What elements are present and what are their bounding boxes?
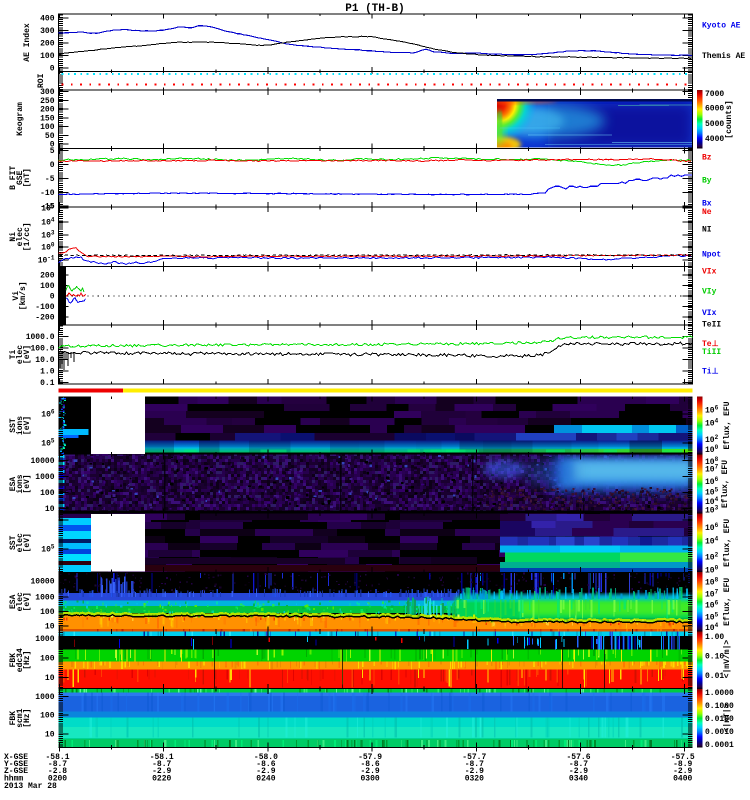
svg-text:103: 103 <box>41 230 55 241</box>
svg-text:5000: 5000 <box>705 120 724 129</box>
svg-text:200: 200 <box>40 106 55 115</box>
svg-text:105: 105 <box>41 438 55 449</box>
svg-text:-5: -5 <box>45 175 55 184</box>
svg-text:0: 0 <box>50 293 55 302</box>
svg-text:1000: 1000 <box>35 473 54 482</box>
svg-text:10: 10 <box>45 505 55 514</box>
svg-text:0: 0 <box>50 141 55 150</box>
svg-text:104: 104 <box>41 217 55 228</box>
svg-text:200: 200 <box>40 40 55 49</box>
svg-text:7000: 7000 <box>705 90 724 99</box>
svg-text:-200: -200 <box>35 314 54 323</box>
svg-text:150: 150 <box>40 114 55 123</box>
svg-text:0: 0 <box>50 65 55 74</box>
svg-text:50: 50 <box>45 132 55 141</box>
svg-text:6000: 6000 <box>705 105 724 114</box>
svg-text:4000: 4000 <box>705 135 724 144</box>
svg-text:100: 100 <box>40 655 55 664</box>
svg-text:105: 105 <box>41 203 55 214</box>
svg-text:10-1: 10-1 <box>38 255 55 266</box>
svg-text:100: 100 <box>40 282 55 291</box>
svg-text:5: 5 <box>50 147 55 156</box>
svg-text:P1 (TH-B): P1 (TH-B) <box>345 3 404 15</box>
svg-text:100: 100 <box>40 52 55 61</box>
svg-text:0: 0 <box>50 161 55 170</box>
svg-text:10.0: 10.0 <box>35 356 54 365</box>
svg-text:-10: -10 <box>40 189 55 198</box>
svg-text:200: 200 <box>40 272 55 281</box>
svg-text:10000: 10000 <box>30 457 54 466</box>
svg-text:106: 106 <box>41 409 55 420</box>
svg-text:105: 105 <box>41 544 55 555</box>
svg-text:10000: 10000 <box>30 578 54 587</box>
svg-text:-100: -100 <box>35 303 54 312</box>
svg-text:300: 300 <box>40 27 55 36</box>
svg-text:400: 400 <box>40 15 55 24</box>
svg-text:1000.0: 1000.0 <box>26 333 55 342</box>
svg-text:100: 100 <box>40 489 55 498</box>
svg-text:1000: 1000 <box>35 594 54 603</box>
svg-text:100.0: 100.0 <box>30 345 54 354</box>
svg-text:[counts]: [counts] <box>725 100 734 138</box>
svg-text:1.0: 1.0 <box>40 368 55 377</box>
svg-text:0.1: 0.1 <box>40 379 55 388</box>
svg-text:100: 100 <box>40 608 55 617</box>
svg-text:10: 10 <box>45 623 55 632</box>
svg-text:250: 250 <box>40 97 55 106</box>
svg-text:1000: 1000 <box>35 635 54 644</box>
svg-text:-15: -15 <box>40 203 55 212</box>
svg-text:300: 300 <box>40 88 55 97</box>
svg-text:100: 100 <box>40 123 55 132</box>
svg-text:10: 10 <box>45 674 55 683</box>
svg-text:100: 100 <box>41 242 55 253</box>
